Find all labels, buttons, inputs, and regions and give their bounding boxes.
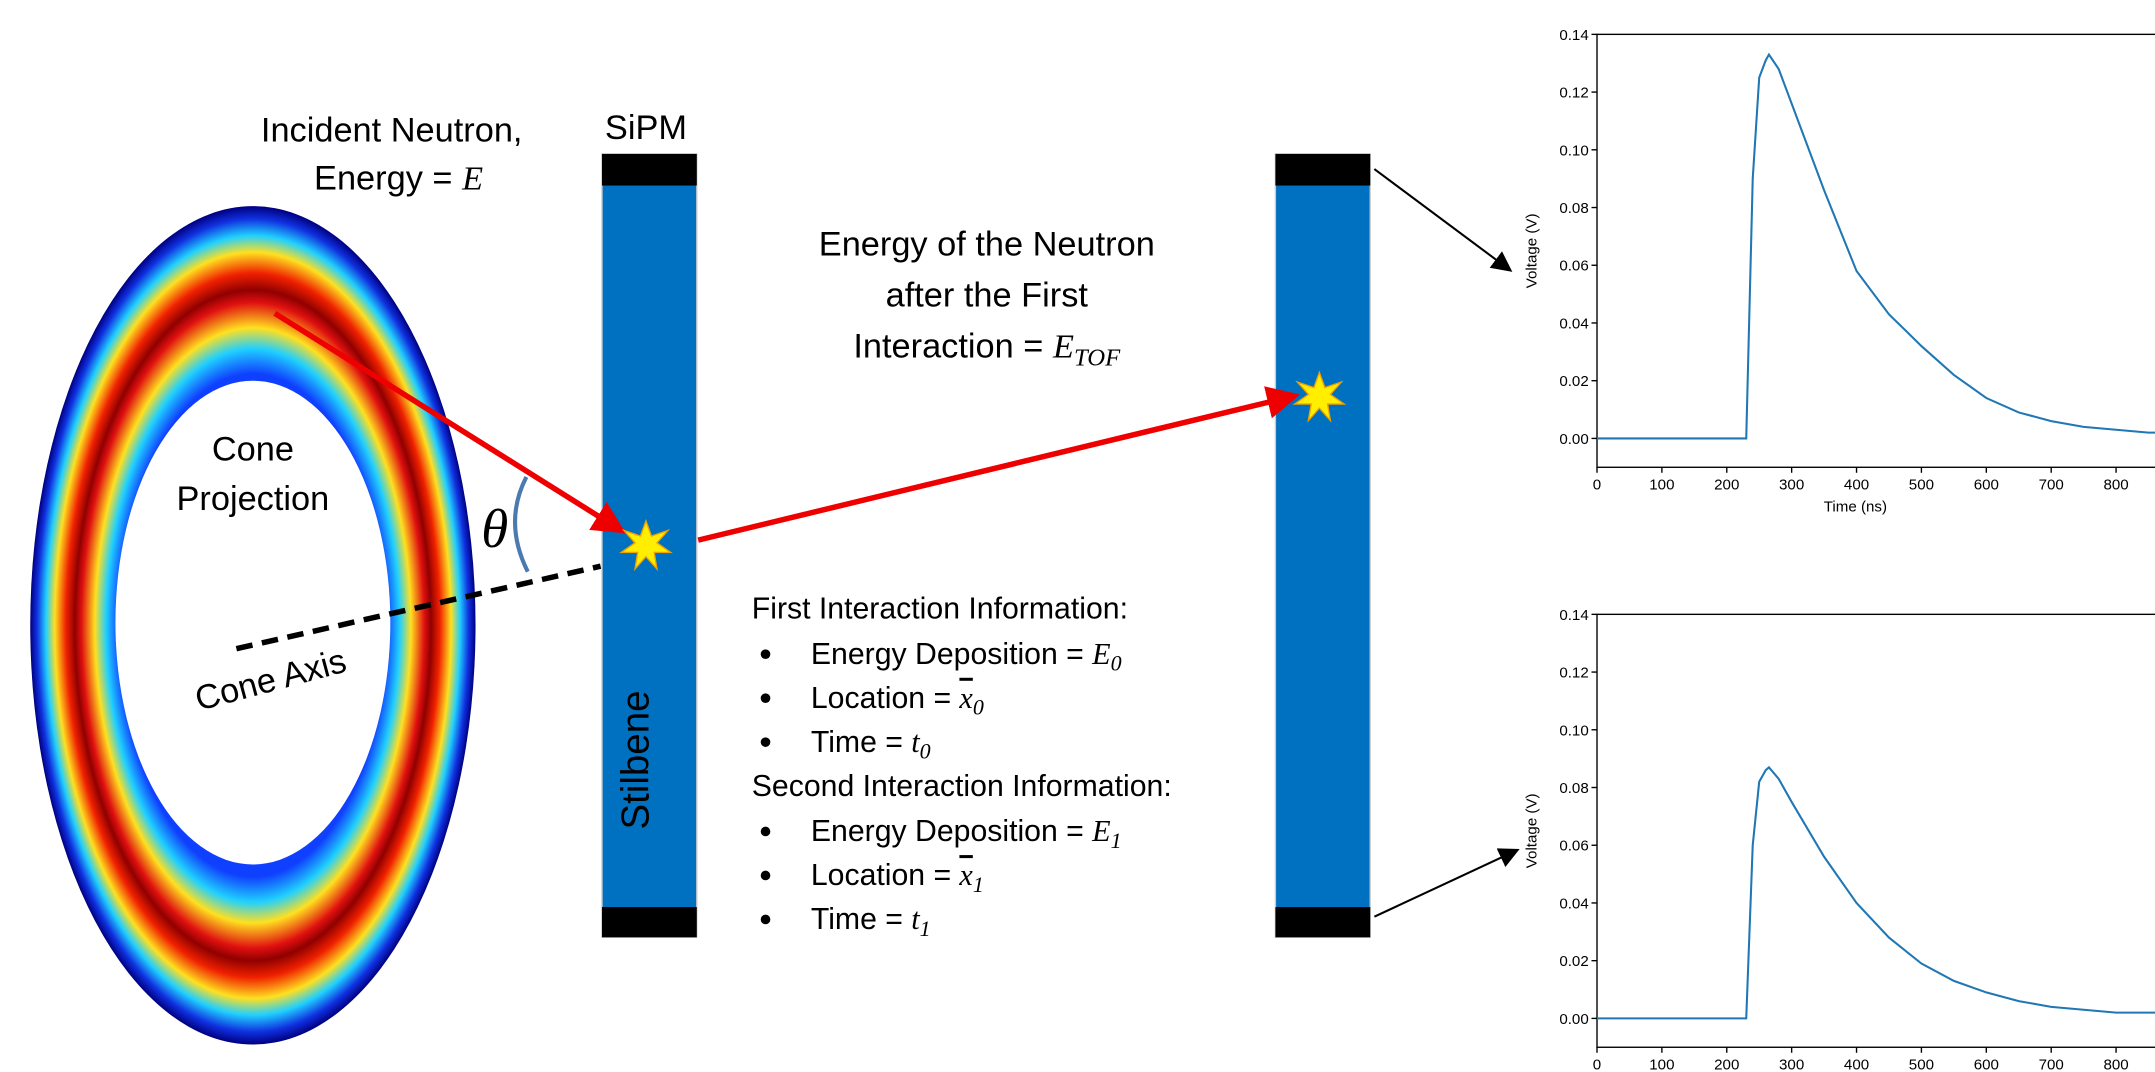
sipm-cap bbox=[602, 907, 697, 937]
y-axis-label: Voltage (V) bbox=[1524, 793, 1541, 868]
sipm-cap bbox=[1275, 907, 1370, 937]
bullet bbox=[761, 737, 771, 747]
detector-2 bbox=[1275, 154, 1370, 937]
subscript: 0 bbox=[973, 695, 984, 720]
label: after the First bbox=[886, 276, 1089, 314]
diagram: Incident Neutron, Energy =E SiPM Energy … bbox=[0, 0, 2155, 1072]
x-tick-label: 300 bbox=[1779, 1056, 1804, 1072]
label: Time = bbox=[811, 726, 903, 759]
x-tick-label: 100 bbox=[1649, 476, 1674, 493]
x-tick-label: 400 bbox=[1844, 1056, 1869, 1072]
y-tick-label: 0.10 bbox=[1559, 142, 1588, 159]
theta-arc bbox=[515, 477, 528, 572]
x-tick-label: 400 bbox=[1844, 476, 1869, 493]
signal-arrow bbox=[1374, 851, 1516, 917]
x-tick-label: 700 bbox=[2039, 476, 2064, 493]
x-tick-label: 200 bbox=[1714, 1056, 1739, 1072]
bullet bbox=[761, 871, 771, 881]
label: Interaction = bbox=[853, 327, 1043, 365]
symbol: E bbox=[1091, 814, 1110, 848]
y-tick-label: 0.02 bbox=[1559, 953, 1588, 970]
heading: Second Interaction Information: bbox=[752, 770, 1172, 803]
x-tick-label: 200 bbox=[1714, 476, 1739, 493]
y-tick-label: 0.14 bbox=[1559, 27, 1588, 44]
heading: First Interaction Information: bbox=[752, 592, 1128, 625]
label: Time = bbox=[811, 903, 903, 936]
bullet bbox=[761, 827, 771, 837]
x-tick-label: 100 bbox=[1649, 1056, 1674, 1072]
item: Location =x0 bbox=[811, 681, 984, 720]
subscript: 1 bbox=[973, 872, 984, 897]
y-tick-label: 0.00 bbox=[1559, 431, 1588, 448]
label: Location = bbox=[811, 682, 951, 715]
symbol: E bbox=[461, 160, 483, 198]
charts: 0.00 0.02 0.04 0.06 0.08 0.10 0.12 0.14 0 100 200 3… bbox=[1524, 27, 2155, 1072]
item: Location =x1 bbox=[811, 858, 984, 897]
label: Energy Deposition = bbox=[811, 638, 1084, 671]
x-tick-label: 800 bbox=[2103, 476, 2128, 493]
y-tick-label: 0.06 bbox=[1559, 258, 1588, 275]
label: SiPM bbox=[605, 109, 687, 147]
item: Time =t0 bbox=[811, 725, 931, 764]
bullet bbox=[761, 649, 771, 659]
item: Energy Deposition =E0 bbox=[811, 637, 1122, 676]
label: Stilbene bbox=[615, 691, 658, 830]
subscript: 0 bbox=[1111, 651, 1122, 676]
sipm-cap bbox=[602, 154, 697, 186]
symbol: x bbox=[958, 681, 973, 715]
x-tick-label: 0 bbox=[1593, 476, 1601, 493]
symbol: E bbox=[1091, 637, 1110, 671]
label: Energy of the Neutron bbox=[819, 226, 1155, 264]
label: Interaction =ETOF bbox=[853, 327, 1121, 371]
symbol: E bbox=[1052, 327, 1074, 365]
y-tick-label: 0.08 bbox=[1559, 780, 1588, 797]
page: {"diagram":{"incident_line1":"Incident N… bbox=[0, 0, 2155, 1072]
item: Energy Deposition =E1 bbox=[811, 814, 1122, 853]
waveform bbox=[1597, 55, 2155, 439]
plot-frame bbox=[1597, 34, 2155, 467]
neutron-path bbox=[698, 396, 1294, 540]
label: Energy Deposition = bbox=[811, 815, 1084, 848]
label: Projection bbox=[177, 480, 330, 518]
y-tick-label: 0.06 bbox=[1559, 838, 1588, 855]
bullet bbox=[761, 693, 771, 703]
y-tick-label: 0.12 bbox=[1559, 665, 1588, 682]
x-axis-label: Time (ns) bbox=[1824, 498, 1887, 515]
subscript: 0 bbox=[920, 739, 931, 764]
waveform bbox=[1597, 767, 2155, 1018]
x-tick-label: 500 bbox=[1909, 1056, 1934, 1072]
x-tick-label: 600 bbox=[1974, 476, 1999, 493]
y-tick-label: 0.02 bbox=[1559, 373, 1588, 390]
y-tick-label: 0.10 bbox=[1559, 722, 1588, 739]
item: Time =t1 bbox=[811, 902, 931, 941]
label: Incident Neutron, bbox=[261, 112, 523, 150]
y-axis-label: Voltage (V) bbox=[1524, 213, 1541, 288]
label: Location = bbox=[811, 859, 951, 892]
y-tick-label: 0.14 bbox=[1559, 607, 1588, 624]
x-tick-label: 800 bbox=[2103, 1056, 2128, 1072]
bullet bbox=[761, 915, 771, 925]
x-tick-label: 300 bbox=[1779, 476, 1804, 493]
label: Cone bbox=[212, 430, 294, 468]
sipm-cap bbox=[1275, 154, 1370, 186]
symbol: x bbox=[958, 858, 973, 892]
y-tick-label: 0.04 bbox=[1559, 895, 1588, 912]
label: Energy = bbox=[314, 160, 452, 198]
signal-arrow bbox=[1374, 169, 1509, 269]
x-tick-label: 500 bbox=[1909, 476, 1934, 493]
subscript: 1 bbox=[920, 916, 931, 941]
subscript: TOF bbox=[1074, 345, 1121, 372]
x-tick-label: 600 bbox=[1974, 1056, 1999, 1072]
symbol: θ bbox=[481, 498, 508, 559]
y-tick-label: 0.12 bbox=[1559, 85, 1588, 102]
plot-frame bbox=[1597, 614, 2155, 1047]
label: Energy =E bbox=[314, 160, 483, 198]
x-tick-label: 0 bbox=[1593, 1056, 1601, 1072]
subscript: 1 bbox=[1111, 828, 1122, 853]
x-tick-label: 700 bbox=[2039, 1056, 2064, 1072]
y-tick-label: 0.04 bbox=[1559, 315, 1588, 332]
y-tick-label: 0.00 bbox=[1559, 1011, 1588, 1028]
info-list: First Interaction Information: Energy Dep… bbox=[752, 592, 1172, 940]
y-tick-label: 0.08 bbox=[1559, 200, 1588, 217]
